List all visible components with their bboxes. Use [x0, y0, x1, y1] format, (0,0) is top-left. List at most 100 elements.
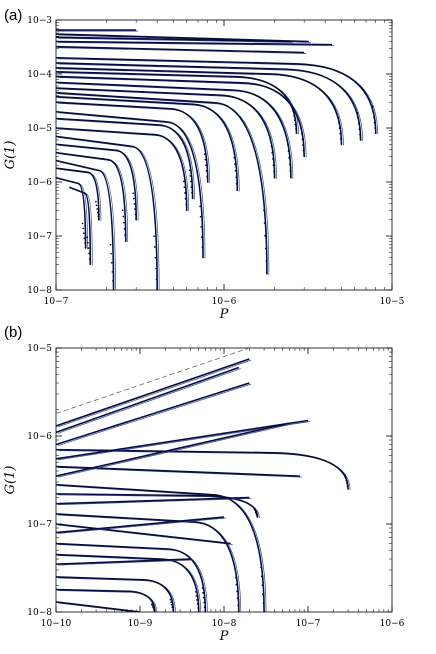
panel-b-label: (b): [4, 324, 22, 341]
curve-data-black: [56, 159, 115, 290]
curve-dots: [356, 112, 362, 141]
x-tick-label-b: 10−10: [41, 619, 72, 629]
curve-dots: [300, 127, 305, 158]
curve-dots: [188, 169, 194, 200]
curve-dots: [150, 603, 156, 612]
curve-dots: [253, 508, 259, 518]
panel-a-label: (a): [4, 7, 22, 24]
curve-data-black: [56, 143, 137, 220]
curve-data-black: [56, 358, 250, 427]
curve-data-black: [56, 91, 268, 274]
curve-dots: [344, 474, 349, 490]
curve-fit-blue: [57, 559, 193, 566]
curve-data-black: [56, 167, 100, 220]
curve-data-black: [56, 382, 250, 446]
curve-data-black: [56, 36, 291, 43]
curve-dots: [371, 106, 377, 135]
curve-a-12: [56, 91, 270, 275]
curve-fit-blue: [57, 517, 227, 534]
curve-data-black: [56, 33, 309, 43]
y-tick-label-a: 10−6: [27, 178, 52, 188]
curve-b-16: [56, 576, 176, 612]
curve-fit-blue: [57, 383, 252, 446]
curve-dots: [203, 153, 209, 183]
curve-data-black: [56, 101, 209, 183]
minor-ticks-b: [56, 348, 392, 612]
curve-b-15: [56, 558, 193, 566]
y-tick-label-a: 10−7: [27, 232, 52, 242]
curve-a-21: [56, 159, 116, 290]
plot-frame-a: [55, 19, 393, 291]
curve-a-3: [56, 40, 335, 46]
curve-dots: [233, 156, 239, 192]
curve-dots: [153, 235, 158, 290]
curve-a-18: [56, 135, 160, 290]
y-tick-label-a: 10−8: [27, 286, 52, 296]
curve-data-black: [56, 62, 362, 140]
plot-area-b: [56, 348, 351, 612]
curve-dots: [169, 598, 175, 612]
x-tick-label-a: 10−7: [44, 297, 69, 307]
curve-b-1: [56, 366, 241, 434]
curve-b-3: [56, 448, 351, 490]
curve-dots: [95, 200, 100, 221]
curve-b-12: [56, 516, 227, 534]
curve-data-black: [56, 117, 194, 199]
curve-a-13: [56, 95, 240, 192]
curve-a-5: [56, 56, 379, 135]
curve-dots: [86, 236, 92, 266]
curve-fit-blue: [57, 102, 211, 184]
curve-dots: [194, 591, 200, 612]
curve-data-black: [56, 419, 309, 460]
y-tick-label-b: 10−6: [27, 432, 52, 442]
curve-b-18: [56, 601, 141, 612]
curve-a-7: [56, 67, 344, 146]
curve-dots: [81, 222, 87, 249]
curve-data-black: [56, 87, 276, 178]
curve-a-16: [56, 117, 195, 200]
curve-fit-blue: [57, 97, 240, 192]
curve-a-4: [56, 45, 307, 54]
curve-b-0: [56, 358, 252, 428]
curve-data-black: [56, 40, 333, 46]
y-tick-label-a: 10−5: [27, 124, 52, 134]
reference-dashed-line: [56, 348, 250, 414]
curve-fit-blue: [71, 187, 93, 266]
y-tick-label-b: 10−8: [27, 608, 52, 618]
curve-a-0: [56, 29, 139, 32]
curve-a-9: [56, 75, 307, 158]
curve-data-black: [56, 366, 240, 434]
curve-a-15: [56, 110, 206, 259]
curve-dots: [109, 243, 115, 290]
curve-fit-blue: [57, 359, 252, 428]
curve-data-black: [56, 110, 204, 258]
curve-dots: [182, 180, 188, 212]
curve-data-black: [56, 496, 250, 505]
curve-fit-blue: [57, 544, 208, 612]
curve-b-6: [56, 422, 292, 478]
curve-data-black: [56, 542, 207, 612]
curve-data-black: [69, 186, 92, 265]
curve-a-23: [56, 176, 88, 249]
curve-data-black: [56, 45, 305, 54]
curve-b-8: [56, 493, 260, 519]
y-tick-label-a: 10−4: [27, 70, 52, 80]
curve-data-black: [56, 576, 175, 612]
curve-a-14: [56, 101, 211, 184]
x-tick-label-b: 10−9: [128, 619, 153, 629]
curve-fit-blue: [57, 88, 277, 179]
curve-fit-blue: [57, 368, 241, 434]
x-axis-label-b: P: [219, 629, 229, 644]
curve-a-2: [56, 36, 293, 43]
curve-dots: [234, 576, 240, 612]
curve-b-2: [56, 382, 252, 446]
curve-data-black: [56, 493, 259, 518]
x-tick-label-b: 10−6: [380, 619, 405, 629]
curve-fit-blue: [57, 450, 351, 490]
curve-dots: [263, 209, 268, 275]
curve-data-black: [56, 422, 290, 477]
curve-data-black: [56, 601, 141, 612]
curve-fit-blue: [57, 47, 307, 54]
curve-data-black: [56, 483, 265, 612]
